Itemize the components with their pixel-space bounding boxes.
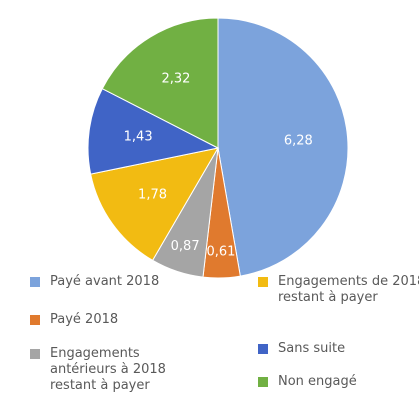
legend-swatch: [30, 315, 40, 325]
pie-slice: [87, 87, 220, 175]
legend-swatch: [30, 349, 40, 359]
pie-slice: [217, 17, 349, 277]
legend-item: Payé 2018: [30, 312, 200, 328]
pie-slice: [101, 17, 219, 149]
legend-swatch: [258, 377, 268, 387]
legend-item: Engagements antérieurs à 2018 restant à …: [30, 346, 200, 394]
legend-label: Engagements de 2018 restant à payer: [278, 274, 419, 305]
legend-item: Sans suite: [258, 341, 419, 357]
legend-item: Non engagé: [258, 374, 419, 390]
legend-item: Engagements de 2018 restant à payer: [258, 274, 419, 306]
data-label: 0,61: [206, 244, 235, 259]
legend-label: Sans suite: [278, 341, 346, 356]
legend-label: Non engagé: [278, 374, 357, 389]
data-label: 1,43: [124, 130, 153, 145]
data-label: 1,78: [138, 188, 167, 203]
legend-label: Payé 2018: [50, 312, 119, 327]
data-label: 0,87: [171, 239, 200, 254]
data-label: 2,32: [162, 72, 191, 87]
pie-slice: [90, 147, 219, 262]
legend-swatch: [258, 277, 268, 287]
data-label: 6,28: [284, 134, 313, 149]
legend-label: Engagements antérieurs à 2018 restant à …: [50, 346, 166, 393]
legend-swatch: [258, 344, 268, 354]
legend-label: Payé avant 2018: [50, 274, 160, 289]
legend-swatch: [30, 277, 40, 287]
legend-item: Payé avant 2018: [30, 274, 200, 290]
pie: 6,28 0,61 0,87 1,78 1,43 2,32: [87, 17, 349, 279]
